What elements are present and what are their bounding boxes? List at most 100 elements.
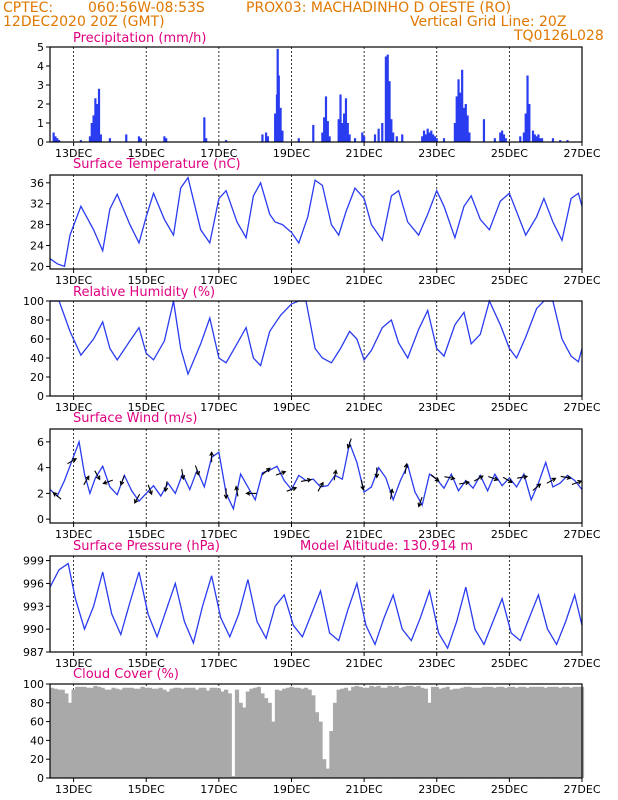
cloud-bar-67 bbox=[293, 687, 298, 778]
precip-bar-32 bbox=[321, 132, 324, 142]
precip-bar-30 bbox=[297, 138, 300, 142]
wind-arrow-0 bbox=[52, 491, 62, 500]
wind-arrow-28 bbox=[444, 475, 456, 481]
cloud-bar-70 bbox=[303, 687, 309, 778]
precip-bar-57 bbox=[421, 136, 424, 142]
precip-bar-74 bbox=[466, 115, 469, 142]
cloud-bar-83 bbox=[351, 686, 356, 778]
pressure-ytick-1: 990 bbox=[23, 623, 44, 636]
cloud-bar-140 bbox=[558, 687, 563, 778]
precip-bar-38 bbox=[339, 94, 342, 142]
precip-bar-83 bbox=[522, 132, 525, 142]
precip-bar-37 bbox=[337, 119, 340, 142]
cloud-bar-21 bbox=[125, 687, 131, 778]
precip-xtick-6: 25DEC bbox=[491, 147, 528, 160]
cloud-xtick-6: 25DEC bbox=[491, 783, 528, 796]
precip-bar-56 bbox=[401, 134, 404, 142]
cloud-bar-6 bbox=[71, 689, 76, 778]
pressure-xtick-7: 27DEC bbox=[563, 657, 600, 670]
cloud-bar-64 bbox=[282, 688, 287, 778]
cloud-bar-71 bbox=[307, 689, 312, 778]
rh-xtick-2: 17DEC bbox=[200, 401, 237, 414]
wind-arrow-13 bbox=[234, 485, 240, 497]
cloud-ytick-1: 20 bbox=[30, 753, 44, 766]
cloud-bar-110 bbox=[449, 689, 454, 778]
wind-ytick-2: 4 bbox=[37, 462, 44, 475]
wind-arrow-8 bbox=[163, 481, 169, 493]
cloud-bar-96 bbox=[398, 687, 403, 778]
precip-bar-50 bbox=[384, 56, 387, 142]
cloud-bar-128 bbox=[514, 687, 519, 778]
cloud-bar-145 bbox=[576, 686, 581, 778]
cloud-bar-91 bbox=[380, 687, 385, 778]
cloud-frame bbox=[49, 683, 583, 779]
temp-ytick-2: 28 bbox=[30, 219, 44, 232]
precip-bar-76 bbox=[482, 119, 486, 142]
precip-ytick-2: 2 bbox=[37, 98, 44, 111]
wind-arrow-10 bbox=[194, 465, 200, 476]
precip-bar-80 bbox=[502, 134, 506, 142]
cloud-bar-55 bbox=[249, 688, 254, 778]
pressure-xtick-5: 23DEC bbox=[418, 657, 455, 670]
precip-bar-5 bbox=[88, 136, 92, 142]
rh-xtick-5: 23DEC bbox=[418, 401, 455, 414]
cloud-bar-109 bbox=[445, 686, 450, 778]
precip-xtick-1: 15DEC bbox=[128, 147, 165, 160]
cloud-bar-123 bbox=[496, 686, 501, 778]
temp-ytick-4: 36 bbox=[30, 177, 44, 190]
cloud-ytick-0: 0 bbox=[37, 772, 44, 785]
wind-arrow-7 bbox=[147, 484, 153, 496]
precip-xtick-7: 27DEC bbox=[563, 147, 600, 160]
precip-bar-16 bbox=[163, 136, 166, 142]
cloud-bar-92 bbox=[383, 687, 389, 778]
header-run: 12DEC2020 20Z (GMT) bbox=[3, 14, 165, 30]
wind-arrow-20 bbox=[332, 469, 338, 481]
precip-xtick-3: 19DEC bbox=[273, 147, 310, 160]
precip-bar-40 bbox=[343, 113, 346, 142]
cloud-bar-144 bbox=[572, 686, 577, 778]
precip-ytick-0: 0 bbox=[37, 136, 44, 149]
precip-bar-23 bbox=[266, 136, 269, 142]
wind-arrow-22 bbox=[360, 479, 365, 491]
rh-xtick-0: 13DEC bbox=[55, 401, 92, 414]
precip-ytick-1: 1 bbox=[37, 117, 44, 130]
precip-bar-43 bbox=[348, 134, 351, 142]
precip-bar-62 bbox=[430, 130, 433, 142]
precip-bar-75 bbox=[468, 132, 471, 142]
precip-bar-77 bbox=[493, 138, 496, 142]
cloud-bar-5 bbox=[67, 702, 73, 778]
rh-xtick-4: 21DEC bbox=[346, 401, 383, 414]
precip-bar-6 bbox=[90, 123, 93, 142]
cloud-bar-112 bbox=[456, 688, 461, 778]
cloud-bar-46 bbox=[216, 688, 221, 778]
cloud-bar-58 bbox=[260, 693, 265, 778]
precip-bar-44 bbox=[353, 138, 357, 142]
precip-bar-88 bbox=[533, 134, 536, 142]
cloud-panel bbox=[46, 683, 585, 782]
cloud-bar-101 bbox=[416, 685, 421, 778]
cloud-bar-132 bbox=[529, 686, 534, 778]
precip-bar-11 bbox=[99, 134, 102, 142]
temp-xtick-7: 27DEC bbox=[563, 274, 600, 287]
cloud-bar-76 bbox=[325, 768, 330, 778]
pressure-xtick-4: 21DEC bbox=[346, 657, 383, 670]
cloud-bar-31 bbox=[162, 689, 167, 778]
cloud-bar-85 bbox=[358, 686, 363, 778]
cloud-bar-26 bbox=[144, 687, 149, 778]
cloud-bar-88 bbox=[369, 685, 374, 778]
cloud-xtick-5: 23DEC bbox=[418, 783, 455, 796]
cloud-bar-0 bbox=[49, 687, 54, 778]
cloud-bar-36 bbox=[180, 688, 185, 778]
precip-bar-90 bbox=[537, 134, 540, 142]
cloud-bar-72 bbox=[311, 695, 316, 778]
precip-bar-47 bbox=[373, 134, 377, 142]
cloud-bar-79 bbox=[336, 689, 341, 778]
cloud-bar-47 bbox=[220, 691, 225, 778]
precip-bar-27 bbox=[277, 75, 280, 142]
cloud-bar-14 bbox=[100, 687, 105, 778]
cloud-bar-2 bbox=[56, 689, 62, 778]
wind-xtick-7: 27DEC bbox=[563, 528, 600, 541]
wind-arrow-35 bbox=[546, 477, 557, 484]
temp-ytick-0: 20 bbox=[30, 260, 44, 273]
